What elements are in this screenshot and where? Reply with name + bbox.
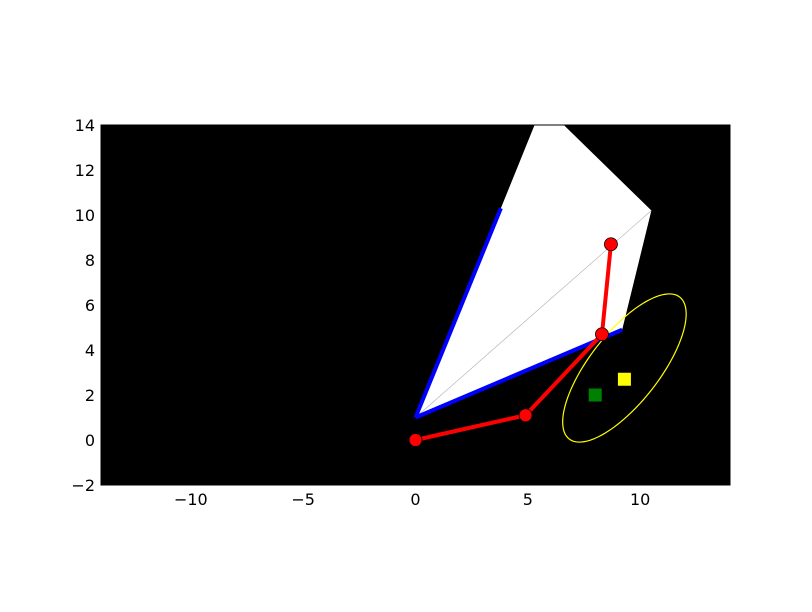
y-tick-label: 2	[85, 386, 95, 405]
uncertainty-ellipse	[562, 293, 687, 443]
y-tick-label: 12	[75, 161, 95, 180]
arm-joint-3	[595, 327, 609, 342]
y-tick-label: 14	[75, 116, 95, 135]
y-tick-label: 4	[85, 341, 95, 360]
x-tick-label: −10	[174, 490, 208, 509]
y-tick-label: 10	[75, 206, 95, 225]
x-axis-ticks: −10 −5 0 5 10	[174, 125, 650, 509]
yellow-square-marker	[617, 372, 631, 386]
blue-line-2	[414, 327, 623, 420]
x-tick-label: 5	[523, 490, 533, 509]
y-tick-label: 8	[85, 251, 95, 270]
y-axis-ticks: −2 0 2 4 6 8 10 12 14	[71, 116, 730, 495]
arm-joint-4	[604, 237, 618, 252]
x-tick-label: −5	[291, 490, 315, 509]
y-tick-label: 0	[85, 431, 95, 450]
white-region	[415, 125, 652, 418]
arm-joint-1	[408, 433, 423, 447]
blue-line-1	[413, 207, 503, 419]
plot-content	[408, 125, 687, 447]
x-tick-label: 0	[410, 490, 420, 509]
y-tick-label: 6	[85, 296, 95, 315]
arm-links	[415, 244, 613, 442]
x-tick-label: 10	[630, 490, 650, 509]
plot-background	[101, 125, 730, 485]
green-square-marker	[588, 388, 602, 402]
y-tick-label: −2	[71, 476, 95, 495]
arm-joint-2	[518, 408, 533, 423]
